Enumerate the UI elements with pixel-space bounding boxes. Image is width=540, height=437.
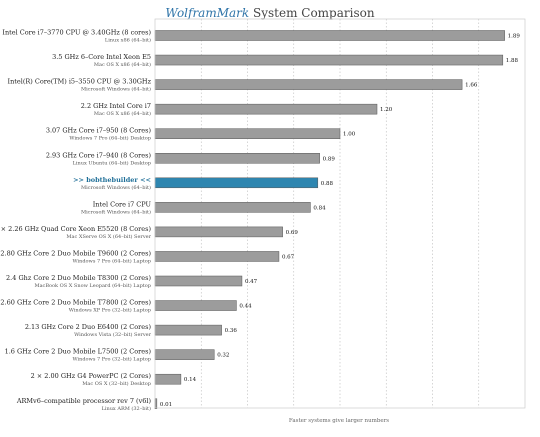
- chart-title: WolframMark System Comparison: [0, 6, 540, 20]
- value-label: 1.00: [343, 132, 356, 138]
- category-sublabel: Windows Vista (32–bit) Server: [74, 331, 152, 338]
- category-sublabel: Mac OS X x86 (64–bit): [94, 61, 151, 68]
- category-label: Intel Core i7–3770 CPU @ 3.40GHz (8 core…: [2, 29, 151, 37]
- x-axis-label: Faster systems give larger numbers: [289, 418, 389, 424]
- category-sublabel: Windows 7 Pro (64–bit) Desktop: [69, 135, 151, 142]
- plot-frame: [154, 18, 526, 409]
- value-label: 1.89: [508, 34, 521, 40]
- bars: [154, 30, 505, 409]
- bar: [154, 226, 283, 238]
- category-label: 2.2 GHz Intel Core i7: [81, 102, 151, 110]
- category-sublabel: Mac OS X (32–bit) Desktop: [82, 380, 151, 387]
- category-sublabel: Windows 7 Pro (64–bit) Laptop: [72, 257, 151, 264]
- value-label: 0.88: [321, 181, 334, 187]
- category-sublabel: Linux x86 (64–bit): [105, 37, 151, 44]
- bar: [154, 275, 243, 287]
- bar: [154, 251, 280, 262]
- category-label: Intel(R) Core(TM) i5–3550 CPU @ 3.30GHz: [8, 78, 152, 86]
- chart-title-text: System Comparison: [249, 6, 375, 20]
- bar: [154, 324, 222, 336]
- value-label: 0.89: [323, 156, 336, 162]
- category-sublabel: Linux Ubuntu (64–bit) Desktop: [73, 159, 151, 166]
- value-label: 1.66: [465, 83, 478, 89]
- category-label: 3.5 GHz 6–Core Intel Xeon E5: [52, 53, 151, 61]
- value-label: 0.84: [313, 205, 326, 211]
- category-label: >> bobthebuilder <<: [73, 176, 151, 184]
- value-label: 0.01: [160, 402, 172, 408]
- category-sublabel: Mac OS X x86 (64–bit): [94, 110, 151, 117]
- category-label: 2.93 GHz Core i7–940 (8 Cores): [46, 151, 152, 159]
- category-label: 2 × 2.00 GHz G4 PowerPC (2 Cores): [31, 372, 152, 380]
- value-label: 0.44: [239, 304, 252, 310]
- bar: [154, 30, 505, 41]
- category-sublabel: Windows 7 Pro (32–bit) Laptop: [72, 356, 151, 363]
- bar: [154, 300, 237, 311]
- bar: [154, 79, 463, 90]
- grid-lines: [200, 19, 480, 408]
- value-label: 0.32: [217, 353, 229, 359]
- category-label: 1.6 GHz Core 2 Duo Mobile L7500 (2 Cores…: [5, 348, 152, 356]
- value-label: 0.69: [286, 230, 299, 236]
- category-sublabel: Mac XServe OS X (64–bit) Server: [66, 233, 151, 240]
- category-sublabel: Microsoft Windows (64–bit): [81, 184, 151, 191]
- bar-highlighted: [154, 177, 319, 189]
- bar: [154, 349, 215, 360]
- value-label: 0.47: [245, 279, 258, 285]
- category-label: 2.60 GHz Core 2 Duo Mobile T7800 (2 Core…: [0, 299, 151, 307]
- category-label: 2.4 Ghz Core 2 Duo Mobile T8300 (2 Cores…: [6, 274, 151, 282]
- chart-title-brand: WolframMark: [165, 6, 250, 20]
- value-label: 1.20: [380, 107, 393, 113]
- value-label: 0.36: [225, 328, 238, 334]
- bar: [154, 128, 341, 139]
- category-label: 2 × 2.26 GHz Quad Core Xeon E5520 (8 Cor…: [0, 225, 151, 233]
- category-label: Intel Core i7 CPU: [93, 200, 152, 208]
- value-label: 0.67: [282, 254, 295, 260]
- category-label: 2.80 GHz Core 2 Duo Mobile T9600 (2 Core…: [0, 249, 151, 257]
- bar: [154, 103, 378, 115]
- category-label: 3.07 GHz Core i7–950 (8 Cores): [46, 127, 152, 135]
- bar: [154, 54, 504, 66]
- category-sublabel: Windows XP Pro (32–bit) Laptop: [69, 307, 151, 314]
- category-sublabel: Microsoft Windows (64–bit): [81, 86, 151, 93]
- bar: [154, 153, 320, 164]
- bar: [154, 202, 311, 213]
- category-labels: Intel Core i7–3770 CPU @ 3.40GHz (8 core…: [0, 29, 152, 412]
- category-label: 2.13 GHz Core 2 Duo E6400 (2 Cores): [25, 323, 152, 331]
- value-label: 0.14: [184, 377, 197, 383]
- value-labels: 1.89 1.88 1.66 1.20 1.00 0.89 0.88 0.84 0.69 0.67…: [160, 34, 521, 408]
- bar: [154, 373, 182, 385]
- category-sublabel: MacBook OS X Snow Leopard (64–bit) Lapto…: [34, 282, 151, 289]
- value-label: 1.88: [506, 58, 519, 64]
- category-sublabel: Linux ARM (32–bit): [102, 405, 151, 412]
- category-label: ARMv6–compatible processor rev 7 (v6l): [16, 397, 152, 405]
- category-sublabel: Microsoft Windows (64–bit): [81, 208, 151, 215]
